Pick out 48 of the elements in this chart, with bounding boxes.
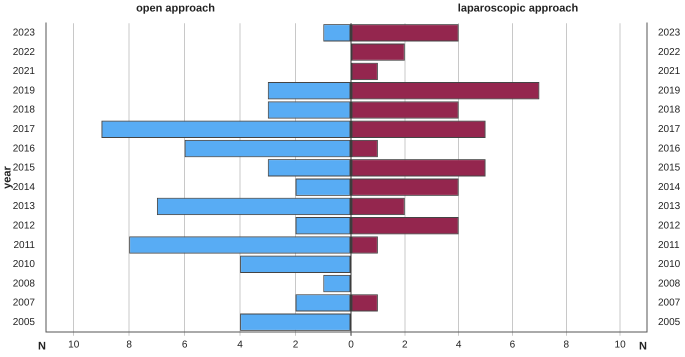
y-tick-label: 2016 bbox=[658, 143, 681, 154]
y-tick-label: 2015 bbox=[658, 162, 681, 174]
y-tick-label: 2005 bbox=[658, 316, 681, 328]
y-tick-label: 2007 bbox=[12, 298, 36, 309]
y-tick-label: 2017 bbox=[658, 124, 681, 136]
x-tick-label: 8 bbox=[563, 340, 570, 351]
y-tick-label: 2018 bbox=[12, 104, 36, 116]
y-tick-label: 2021 bbox=[12, 66, 36, 78]
y-tick-label: 2023 bbox=[658, 28, 681, 39]
y-axis-title: year bbox=[2, 165, 14, 189]
x-tick-label: 2 bbox=[402, 340, 408, 351]
x-tick-label: 0 bbox=[348, 340, 354, 351]
y-tick-label: 2014 bbox=[12, 182, 36, 193]
x-tick-label: 10 bbox=[614, 340, 626, 351]
y-tick-label: 2018 bbox=[658, 104, 681, 116]
y-tick-label: 2019 bbox=[658, 85, 681, 96]
y-tick-label: 2014 bbox=[658, 182, 681, 193]
x-tick-label: 4 bbox=[237, 340, 244, 351]
y-tick-label: 2017 bbox=[12, 124, 36, 136]
y-tick-label: 2022 bbox=[12, 46, 36, 58]
y-tick-label: 2013 bbox=[12, 201, 36, 212]
x-tick-label: 4 bbox=[456, 340, 462, 351]
y-tick-label: 2008 bbox=[12, 278, 36, 290]
y-tick-label: 2011 bbox=[13, 240, 36, 251]
y-tick-label: 2015 bbox=[12, 162, 36, 174]
x-tick-label: 6 bbox=[510, 340, 516, 351]
y-tick-label: 2023 bbox=[12, 28, 36, 39]
y-tick-label: 2012 bbox=[658, 220, 681, 232]
y-tick-label: 2008 bbox=[658, 278, 681, 290]
y-tick-label: 2016 bbox=[12, 143, 36, 154]
y-tick-label: 2021 bbox=[658, 66, 681, 78]
y-tick-label: 2011 bbox=[658, 240, 680, 251]
y-tick-label: 2010 bbox=[658, 259, 681, 270]
x-axis-title: N bbox=[639, 340, 648, 352]
y-tick-label: 2010 bbox=[12, 259, 36, 270]
chart-title: laparoscopic approach bbox=[458, 2, 578, 15]
x-tick-label: 8 bbox=[126, 340, 132, 351]
x-axis-title: N bbox=[38, 340, 46, 352]
x-tick-label: 10 bbox=[68, 340, 80, 351]
y-tick-label: 2019 bbox=[12, 85, 36, 96]
y-tick-label: 2007 bbox=[658, 298, 681, 309]
y-tick-label: 2013 bbox=[658, 201, 681, 212]
y-tick-label: 2022 bbox=[658, 46, 681, 58]
chart-title: open approach bbox=[136, 2, 216, 15]
y-tick-label: 2005 bbox=[12, 316, 36, 328]
x-tick-label: 2 bbox=[292, 340, 299, 351]
y-tick-label: 2012 bbox=[12, 220, 36, 232]
x-tick-label: 6 bbox=[182, 340, 188, 351]
